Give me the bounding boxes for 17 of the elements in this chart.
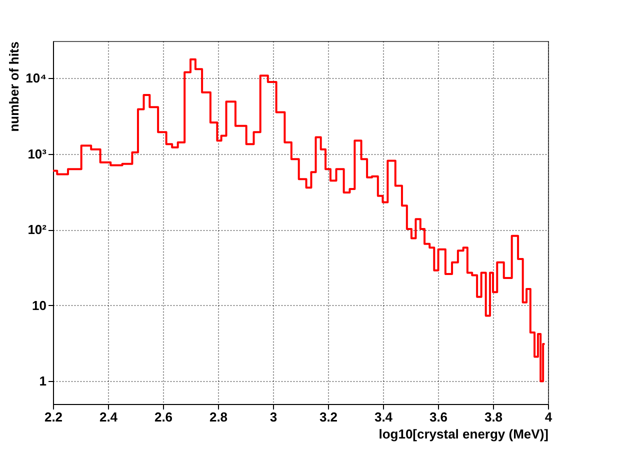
x-tick-label: 2.2 (44, 410, 63, 424)
x-tick-label: 3.8 (484, 410, 503, 424)
x-tick-label: 3 (270, 410, 278, 424)
x-tick-label: 2.4 (99, 410, 118, 424)
y-tick-label: 10⁴ (26, 70, 46, 86)
x-tick-label: 4 (544, 410, 553, 424)
y-tick-label: 10³ (28, 146, 48, 162)
x-tick-label: 3.4 (374, 410, 394, 424)
x-axis-title: log10[crystal energy (MeV)] (378, 426, 548, 442)
y-axis-title: number of hits (6, 42, 22, 132)
x-tick-label: 2.6 (154, 410, 173, 424)
y-tick-label: 10² (28, 222, 48, 238)
x-tick-label: 2.8 (209, 410, 228, 424)
y-tick-label: 1 (39, 374, 46, 389)
x-tick-label: 3.6 (429, 410, 448, 424)
y-tick-label: 10 (32, 298, 46, 313)
x-tick-label: 3.2 (319, 410, 338, 424)
